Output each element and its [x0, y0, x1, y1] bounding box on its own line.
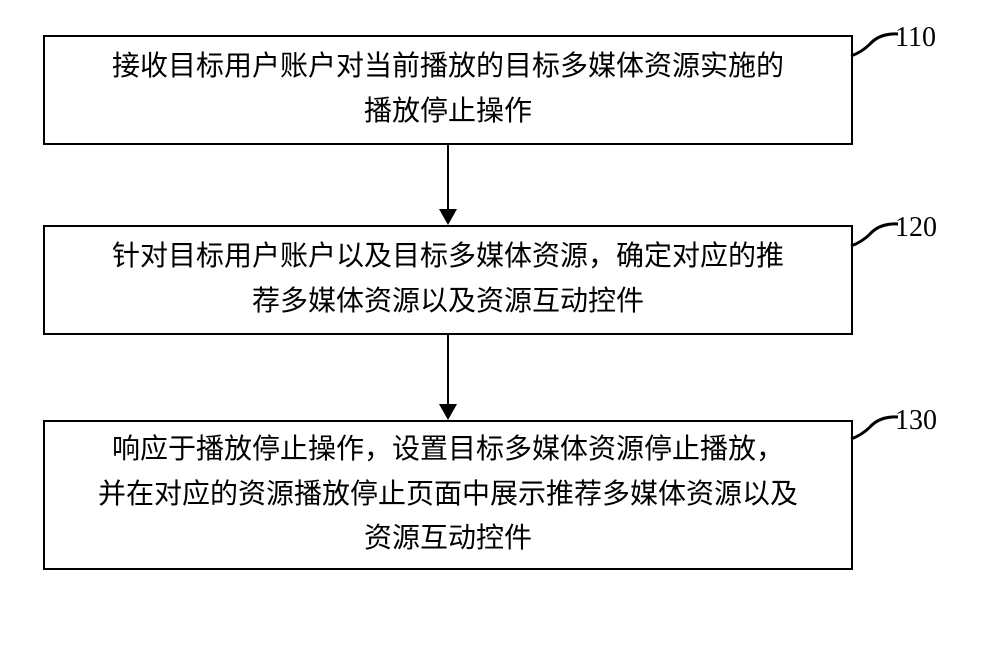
flow-label-130: 130 — [895, 405, 937, 437]
callout-curve-110 — [850, 30, 900, 60]
flow-label-120: 120 — [895, 212, 937, 244]
flow-node-120-text: 针对目标用户账户以及目标多媒体资源，确定对应的推 荐多媒体资源以及资源互动控件 — [112, 235, 784, 325]
flow-label-110: 110 — [895, 22, 936, 54]
flow-arrow-1 — [438, 145, 458, 225]
flow-node-130: 响应于播放停止操作，设置目标多媒体资源停止播放， 并在对应的资源播放停止页面中展… — [43, 420, 853, 570]
flow-arrow-2 — [438, 335, 458, 420]
callout-curve-120 — [850, 220, 900, 250]
flow-node-130-text: 响应于播放停止操作，设置目标多媒体资源停止播放， 并在对应的资源播放停止页面中展… — [98, 428, 798, 562]
flowchart-canvas: 接收目标用户账户对当前播放的目标多媒体资源实施的 播放停止操作 110 针对目标… — [0, 0, 1000, 645]
flow-node-110-text: 接收目标用户账户对当前播放的目标多媒体资源实施的 播放停止操作 — [112, 45, 784, 135]
flow-node-110: 接收目标用户账户对当前播放的目标多媒体资源实施的 播放停止操作 — [43, 35, 853, 145]
callout-curve-130 — [850, 413, 900, 443]
flow-node-120: 针对目标用户账户以及目标多媒体资源，确定对应的推 荐多媒体资源以及资源互动控件 — [43, 225, 853, 335]
